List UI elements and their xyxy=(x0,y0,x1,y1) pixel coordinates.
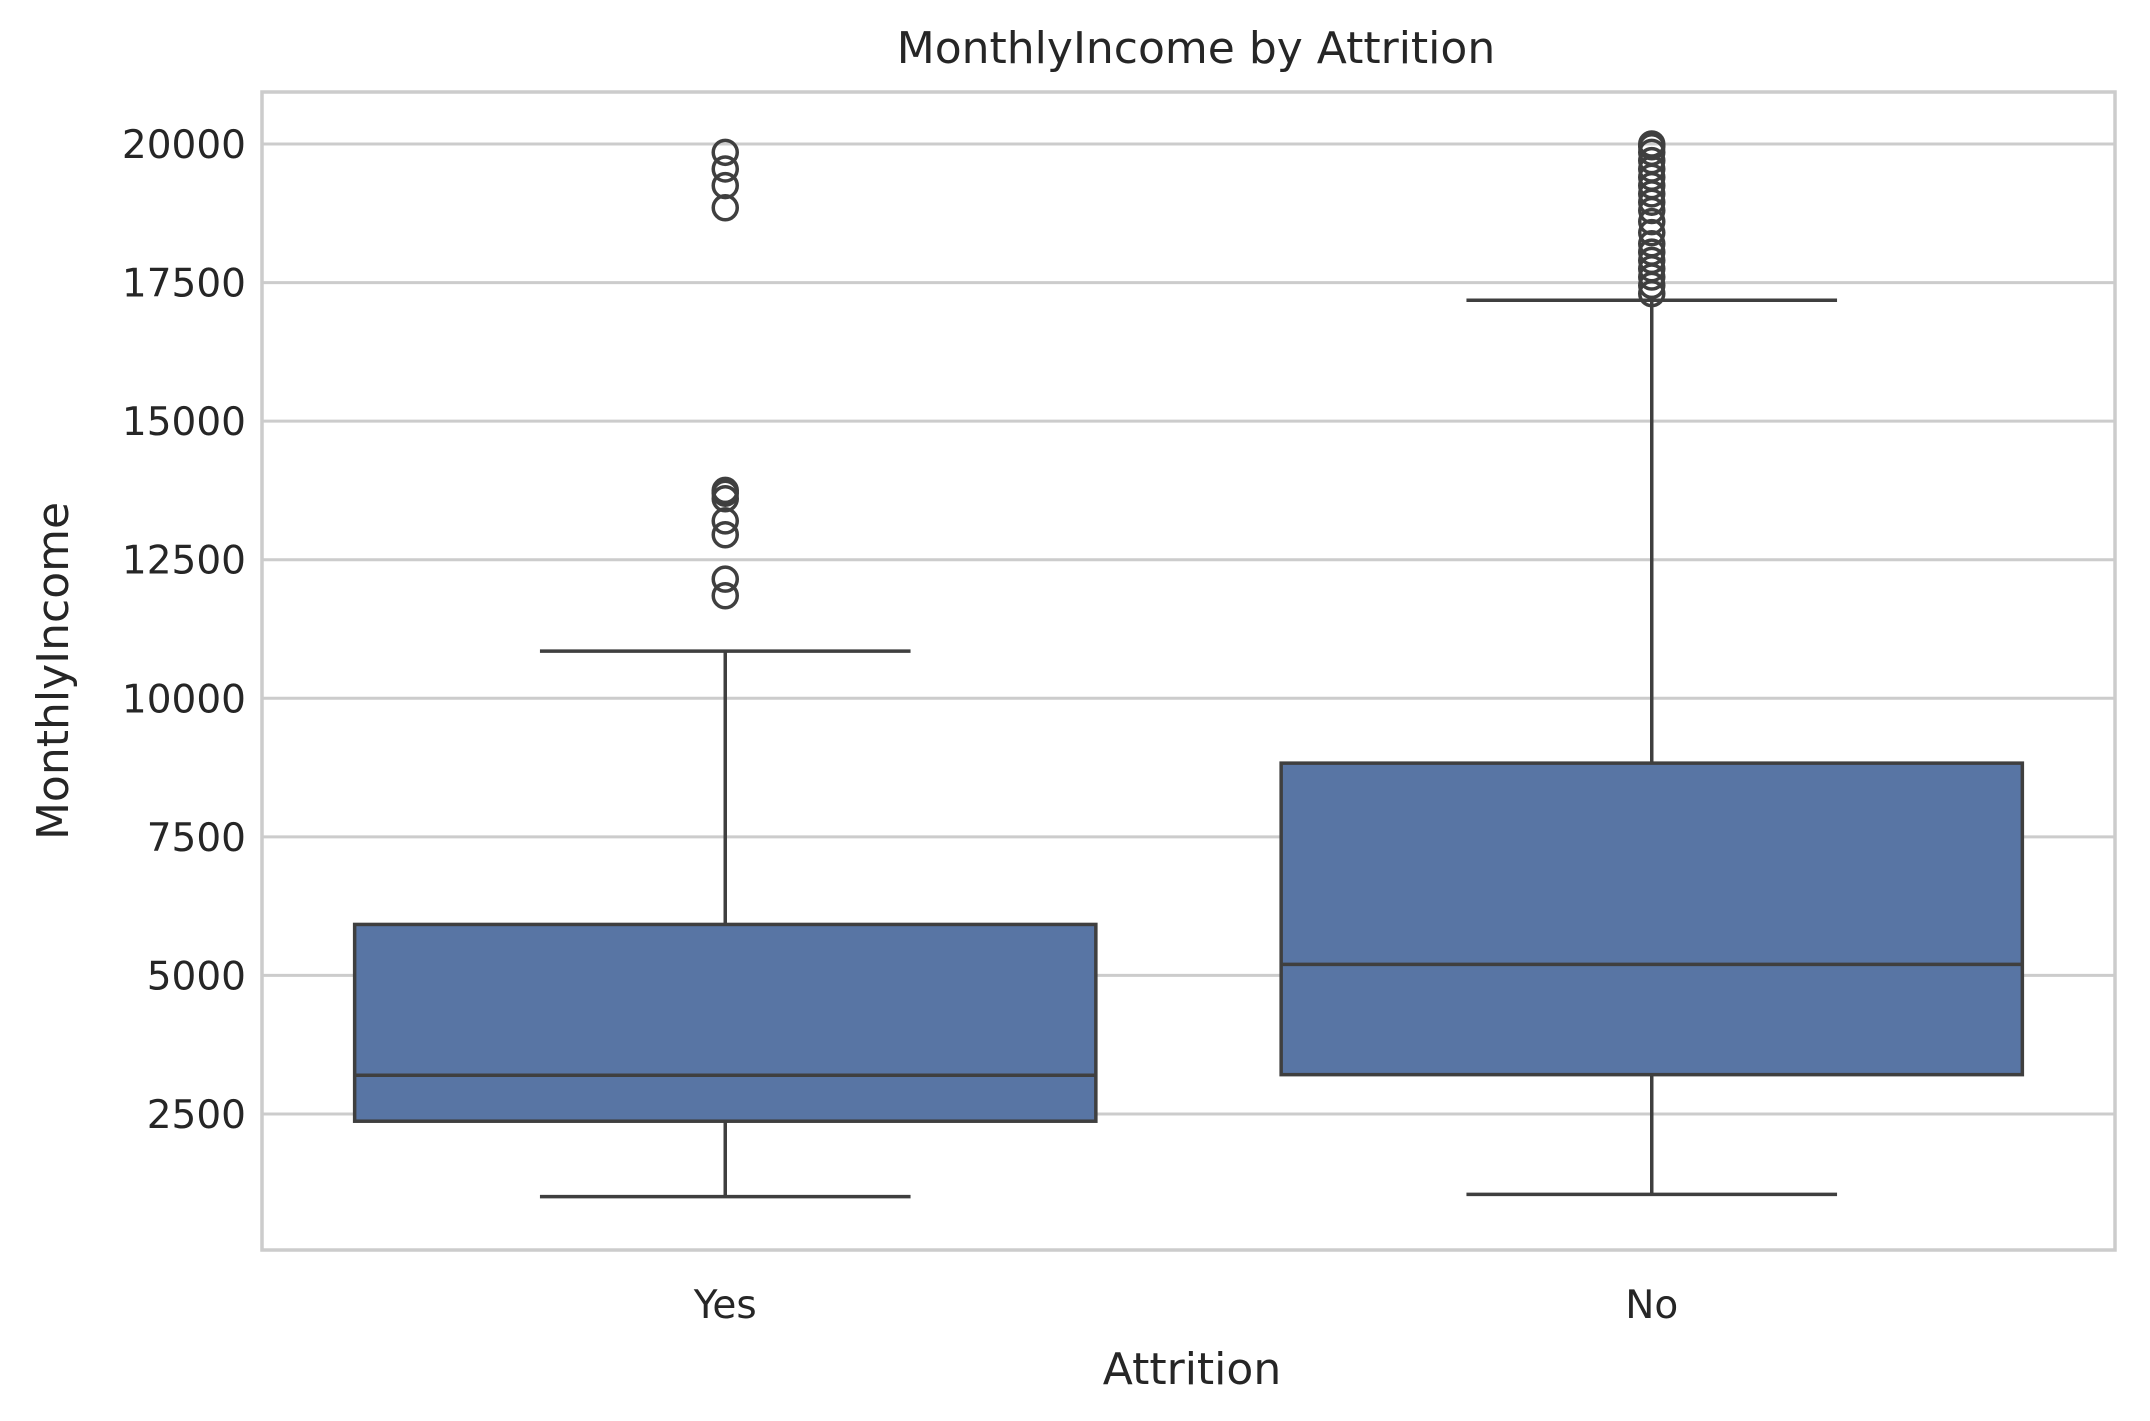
outlier-point xyxy=(711,171,739,200)
y-tick-label: 15000 xyxy=(122,400,246,445)
box-group-no xyxy=(1279,130,2025,1197)
iqr-box xyxy=(352,922,1098,1123)
chart-title: MonthlyIncome by Attrition xyxy=(897,23,1495,74)
outlier-point xyxy=(1638,238,1666,266)
outlier-point xyxy=(1638,146,1666,175)
y-tick-label: 17500 xyxy=(122,262,246,307)
outlier-point xyxy=(711,476,739,505)
outlier-point xyxy=(711,581,739,610)
outlier-point xyxy=(711,155,739,183)
y-tick-labels: 2500 5000 7500 10000 12500 15000 17500 20000 xyxy=(122,123,246,1138)
y-tick-label: 5000 xyxy=(147,954,246,999)
outlier-point xyxy=(711,507,739,535)
x-tick-label: No xyxy=(1625,1283,1678,1328)
outlier-point xyxy=(1638,130,1666,158)
box-series xyxy=(352,130,2025,1199)
plot-frame xyxy=(260,90,2117,1252)
outlier-point xyxy=(711,565,739,593)
y-axis-label: MonthlyIncome xyxy=(28,502,79,840)
outlier-point xyxy=(711,138,739,167)
outlier-point xyxy=(1638,246,1666,275)
outlier-point xyxy=(711,521,739,549)
x-axis-label: Attrition xyxy=(1103,1344,1281,1395)
outlier-point xyxy=(711,193,739,222)
outlier-point xyxy=(1638,230,1666,258)
outlier-point xyxy=(1638,218,1666,247)
y-tick-label: 2500 xyxy=(147,1093,246,1138)
y-tick-label: 12500 xyxy=(122,539,246,584)
y-tick-label: 10000 xyxy=(122,677,246,722)
iqr-box xyxy=(1279,761,2025,1077)
outlier-point xyxy=(1638,207,1666,236)
box-group-yes xyxy=(352,138,1098,1199)
x-tick-label: Yes xyxy=(693,1283,757,1328)
x-tick-labels: Yes No xyxy=(693,1283,1679,1328)
y-tick-label: 20000 xyxy=(122,123,246,168)
y-tick-label: 7500 xyxy=(147,816,246,861)
